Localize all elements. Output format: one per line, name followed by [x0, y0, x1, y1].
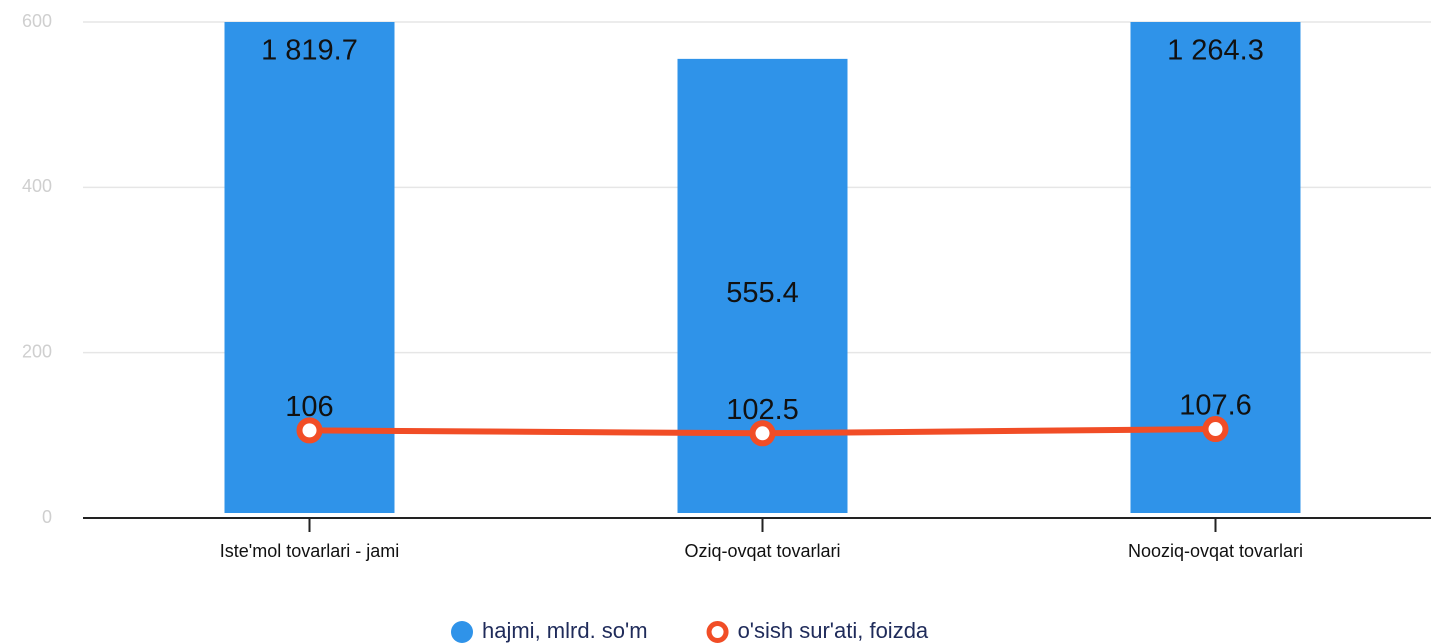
x-tick-label: Oziq-ovqat tovarlari: [684, 541, 840, 561]
line-point: [296, 417, 323, 444]
y-tick-label: 600: [22, 11, 52, 31]
bar-value-label: 555.4: [726, 277, 799, 309]
line-value-label: 107.6: [1179, 390, 1252, 422]
x-tick-label: Iste'mol tovarlari - jami: [220, 541, 399, 561]
x-tick-label: Nooziq-ovqat tovarlari: [1128, 541, 1303, 561]
bar-value-label: 1 264.3: [1167, 35, 1264, 67]
line-point: [749, 420, 776, 447]
legend-label: o'sish sur'ati, foizda: [738, 618, 929, 643]
y-tick-label: 200: [22, 341, 52, 361]
legend-label: hajmi, mlrd. so'm: [482, 618, 648, 643]
y-tick-label: 0: [42, 507, 52, 527]
line-point: [1202, 416, 1229, 443]
legend-marker: [706, 621, 729, 643]
bar-value-label: 1 819.7: [261, 35, 358, 67]
line-value-label: 102.5: [726, 394, 799, 426]
y-tick-label: 400: [22, 176, 52, 196]
legend-marker: [451, 621, 473, 643]
line-value-label: 106: [285, 391, 333, 423]
